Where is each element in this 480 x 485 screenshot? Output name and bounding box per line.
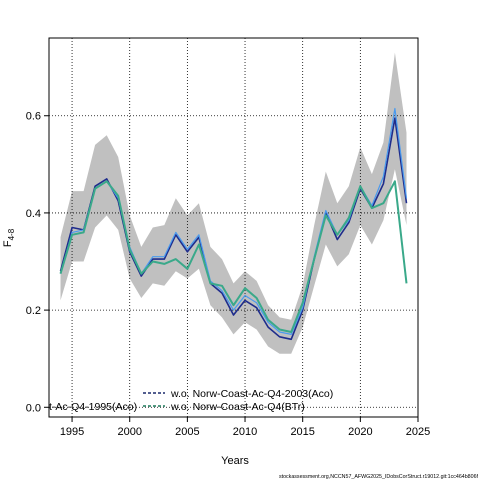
y-axis-label: F4-8 [2, 228, 16, 247]
svg-text:F4-8: F4-8 [2, 228, 16, 247]
plot-frame [48, 37, 419, 418]
confidence-band-layer [60, 52, 407, 354]
x-tick-label: 2010 [233, 426, 257, 438]
x-tick-label: 2025 [406, 426, 430, 438]
x-tick-label: 2005 [175, 426, 199, 438]
x-axis-label: Years [221, 455, 249, 467]
series-line-3 [59, 180, 408, 333]
legend-label: w.o. Norw-Coast-Ac-Q4(BTr) [170, 401, 305, 413]
y-tick-label: 0.0 [26, 402, 41, 414]
series-layer [59, 107, 408, 341]
footer-source-text: stockassessment.org,NCCN57_AFWG2025_IDob… [279, 474, 479, 480]
y-tick-label: 0.6 [26, 111, 41, 123]
axis-layer: 1995 2000 2005 2010 2015 2020 2025 0.0 0.2 0.4 0.6 [26, 111, 431, 438]
y-tick-label: 0.4 [26, 208, 41, 220]
x-tick-label: 2015 [290, 426, 314, 438]
x-tick-label: 2000 [117, 426, 141, 438]
grid-layer [49, 38, 419, 417]
y-tick-label: 0.2 [26, 305, 41, 317]
x-tick-label: 2020 [348, 426, 372, 438]
y-axis-label-main: F [2, 240, 14, 247]
legend: t-Ac-Q4-1995(Aco) w.o. Norw-Coast-Ac-Q4-2… [49, 388, 333, 413]
legend-label: w.o. Norw-Coast-Ac-Q4-2003(Aco) [170, 388, 333, 400]
x-tick-label: 1995 [60, 426, 84, 438]
confidence-band [60, 52, 407, 354]
legend-label: t-Ac-Q4-1995(Aco) [49, 401, 137, 413]
y-axis-label-subscript: 4-8 [7, 228, 16, 240]
